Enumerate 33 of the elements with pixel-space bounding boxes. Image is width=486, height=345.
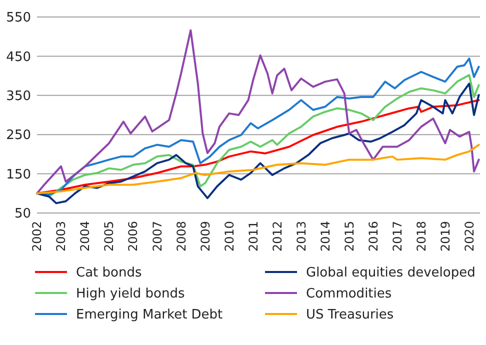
x-tick-label: 2007 bbox=[150, 221, 164, 252]
y-tick-label: 50 bbox=[14, 206, 31, 222]
x-tick-label: 2006 bbox=[126, 221, 140, 252]
x-tick-label: 2004 bbox=[78, 221, 92, 252]
y-tick-label: 350 bbox=[6, 88, 31, 104]
x-tick-label: 2010 bbox=[222, 221, 236, 252]
legend-label: High yield bonds bbox=[76, 286, 186, 302]
x-tick-label: 2013 bbox=[294, 221, 308, 252]
y-tick-label: 250 bbox=[6, 128, 31, 144]
x-tick-label: 2020 bbox=[462, 221, 476, 252]
y-tick-label: 450 bbox=[6, 50, 31, 65]
x-tick-label: 2009 bbox=[198, 221, 212, 252]
x-tick-label: 2011 bbox=[246, 221, 260, 252]
x-tick-label: 2002 bbox=[30, 221, 44, 252]
x-tick-label: 2018 bbox=[414, 221, 428, 252]
x-tick-label: 2014 bbox=[318, 221, 332, 252]
x-tick-label: 2008 bbox=[174, 221, 188, 252]
legend-label: Commodities bbox=[306, 286, 392, 302]
x-tick-label: 2003 bbox=[54, 221, 68, 252]
line-series bbox=[36, 144, 480, 194]
line-series bbox=[36, 29, 480, 194]
x-tick-label: 2017 bbox=[390, 221, 404, 252]
x-tick-label: 2016 bbox=[366, 221, 380, 252]
legend-label: Emerging Market Debt bbox=[76, 308, 223, 323]
legend-label: Cat bonds bbox=[76, 266, 142, 281]
y-tick-label: 150 bbox=[6, 167, 31, 182]
x-tick-label: 2019 bbox=[438, 221, 452, 252]
y-tick-label: 550 bbox=[6, 10, 31, 26]
legend-label: Global equities developed bbox=[306, 266, 476, 281]
x-tick-label: 2012 bbox=[270, 221, 284, 252]
x-tick-label: 2005 bbox=[102, 221, 116, 252]
x-tick-label: 2015 bbox=[342, 221, 356, 252]
legend-label: US Treasuries bbox=[306, 308, 394, 323]
